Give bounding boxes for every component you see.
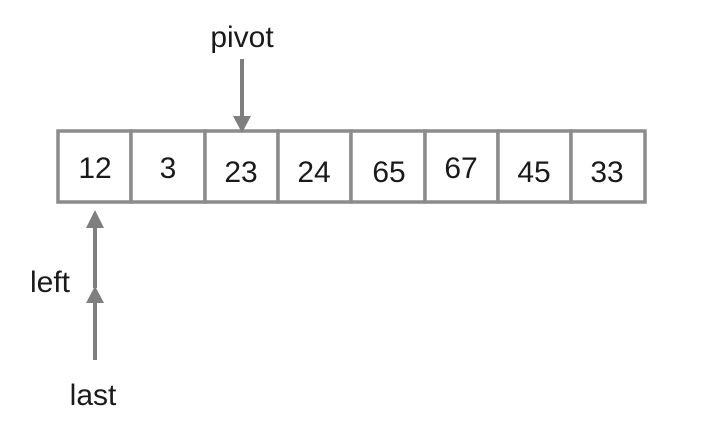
array-cell-box	[56, 129, 133, 204]
array-cell-box	[129, 129, 207, 204]
array-cell-value: 33	[590, 156, 623, 189]
array-cell: 65	[349, 129, 427, 204]
array-cell: 67	[423, 129, 500, 204]
array-cell-box	[496, 129, 573, 204]
pivot-label: pivot	[210, 21, 274, 54]
array-cell-value: 24	[297, 156, 330, 189]
pivot-pointer: pivot	[210, 21, 274, 133]
array-cell: 45	[496, 129, 573, 204]
array: 12 3 23 24 65 67	[56, 129, 647, 204]
left-arrow-head	[86, 210, 104, 228]
left-label: left	[30, 266, 71, 299]
array-cell: 33	[569, 129, 647, 204]
array-cell: 3	[129, 129, 207, 204]
array-cell-value: 3	[160, 152, 177, 185]
array-cell: 23	[203, 129, 280, 204]
array-cell-value: 23	[224, 156, 257, 189]
array-cell-value: 65	[372, 156, 405, 189]
array-cell-value: 45	[517, 156, 550, 189]
last-arrow-head	[86, 286, 104, 303]
left-pointer: left	[30, 210, 104, 299]
last-label: last	[70, 379, 117, 412]
array-cell-value: 12	[78, 152, 111, 185]
pivot-arrow-head	[233, 116, 251, 133]
array-cell-box	[349, 129, 427, 204]
array-cell-value: 67	[444, 152, 477, 185]
last-pointer: last	[70, 286, 117, 412]
array-cell: 12	[56, 129, 133, 204]
array-cell: 24	[276, 129, 353, 204]
array-cell-box	[569, 129, 647, 204]
